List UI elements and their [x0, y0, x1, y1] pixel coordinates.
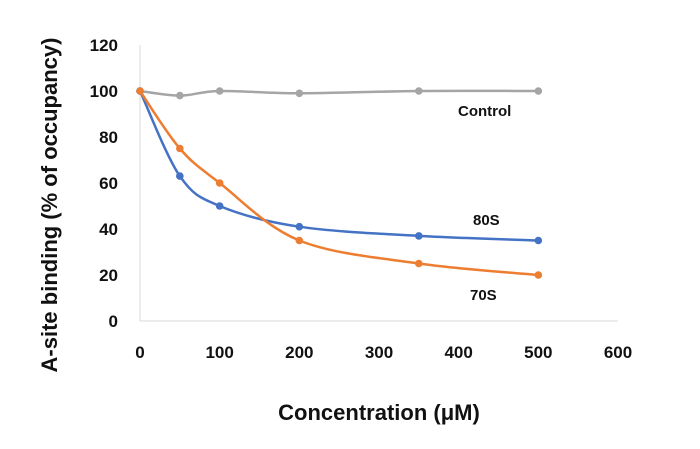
data-point-control — [295, 89, 304, 98]
data-point-80s — [295, 222, 304, 231]
x-axis-title: Concentration (μM) — [278, 400, 480, 425]
y-tick-label: 60 — [99, 174, 118, 193]
data-point-control — [176, 91, 184, 100]
x-tick-labels: 0 100 200 300 400 500 600 — [135, 343, 632, 362]
y-tick-label: 0 — [109, 312, 118, 331]
data-point-control — [415, 87, 423, 95]
y-tick-label: 20 — [99, 266, 118, 285]
x-tick-label: 400 — [444, 343, 472, 362]
data-point-70s — [176, 144, 184, 153]
series-points — [136, 87, 543, 279]
y-tick-labels: 0 20 40 60 80 100 120 — [90, 36, 118, 331]
x-tick-label: 0 — [135, 343, 144, 362]
y-axis-title: A-site binding (% of occupancy) — [37, 38, 62, 373]
data-point-80s — [534, 236, 543, 245]
x-tick-label: 600 — [604, 343, 632, 362]
data-point-control — [215, 87, 224, 95]
data-point-70s — [215, 179, 224, 187]
series-label-80s: 80S — [473, 212, 500, 229]
x-tick-label: 200 — [285, 343, 313, 362]
series-line-80s — [138, 89, 540, 242]
data-point-80s — [176, 172, 184, 180]
data-point-70s — [415, 259, 423, 268]
y-tick-label: 40 — [99, 220, 118, 239]
y-tick-label: 100 — [90, 82, 118, 101]
data-point-70s — [295, 236, 304, 245]
data-point-70s — [136, 87, 144, 95]
series-label-control: Control — [458, 103, 511, 120]
y-tick-label: 120 — [90, 36, 118, 55]
data-point-70s — [534, 271, 543, 279]
data-point-80s — [215, 202, 224, 210]
x-tick-label: 300 — [365, 343, 393, 362]
x-tick-label: 500 — [524, 343, 552, 362]
data-point-control — [534, 87, 543, 95]
y-tick-label: 80 — [99, 128, 118, 147]
x-tick-label: 100 — [205, 343, 233, 362]
data-point-80s — [415, 232, 423, 240]
series-label-70s: 70S — [470, 287, 497, 304]
